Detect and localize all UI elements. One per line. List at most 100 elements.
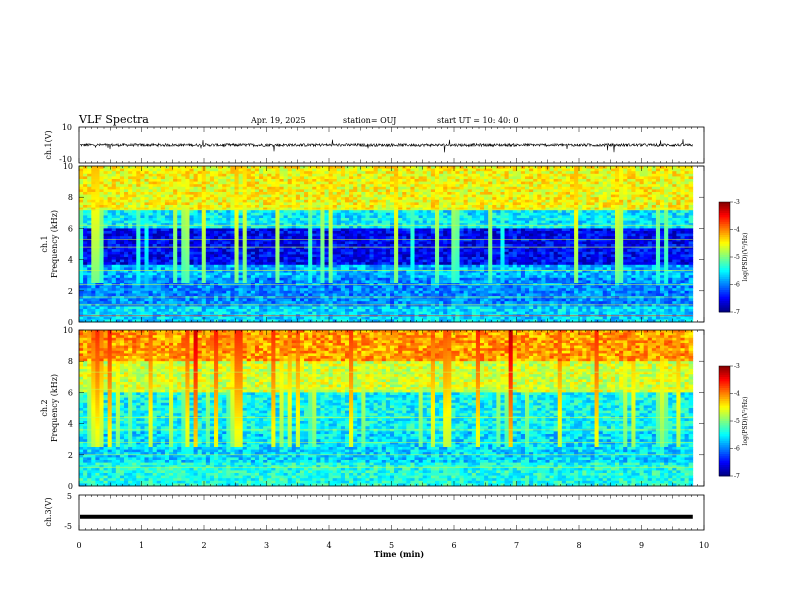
ch1-spectrogram-ylabel: ch.1 bbox=[40, 235, 49, 252]
ch1-spectrogram-panel: 0 2 4 6 8 10 ch.1 Frequency (kHz) -3 -4 -5 -6 -7 l… bbox=[40, 162, 749, 327]
ch1-waveform-ylabel: ch.1(V) bbox=[44, 130, 53, 159]
colorbar-segment bbox=[719, 248, 730, 251]
colorbar-segment bbox=[719, 246, 730, 249]
y-tick-label: 4 bbox=[68, 420, 73, 429]
colorbar-segment bbox=[719, 250, 730, 253]
colorbar-segment bbox=[719, 396, 730, 400]
x-tick-label: 3 bbox=[264, 541, 269, 550]
colorbar-segment bbox=[719, 425, 730, 428]
colorbar-segment bbox=[719, 243, 730, 247]
y-tick-label: 4 bbox=[68, 256, 73, 265]
colorbar-segment bbox=[719, 221, 730, 225]
colorbar-segment bbox=[719, 307, 730, 311]
colorbar-tick-label: -7 bbox=[734, 473, 740, 480]
colorbar-segment bbox=[719, 449, 730, 453]
start-time-label: start UT = 10: 40: 0 bbox=[437, 116, 518, 125]
figure-title: VLF Spectra bbox=[78, 113, 149, 126]
colorbar-segment bbox=[719, 224, 730, 227]
colorbar-segment bbox=[719, 447, 730, 450]
colorbar-label: log(PSD)(V²/Hz) bbox=[742, 233, 749, 282]
colorbar-segment bbox=[719, 401, 730, 404]
colorbar-segment bbox=[719, 210, 730, 214]
colorbar-segment bbox=[719, 298, 730, 302]
x-tick-label: 9 bbox=[639, 541, 644, 550]
ch3-waveform-ylabel: ch.3(V) bbox=[44, 497, 53, 526]
colorbar-segment bbox=[719, 438, 730, 442]
colorbar-segment bbox=[719, 254, 730, 258]
x-tick-label: 6 bbox=[451, 541, 456, 550]
colorbar-segment bbox=[719, 292, 730, 295]
colorbar-segment bbox=[719, 407, 730, 411]
date-label: Apr. 19, 2025 bbox=[250, 116, 306, 125]
colorbar-segment bbox=[719, 285, 730, 289]
colorbar-segment bbox=[719, 303, 730, 306]
colorbar-segment bbox=[719, 230, 730, 234]
colorbar-segment bbox=[719, 465, 730, 468]
colorbar-segment bbox=[719, 281, 730, 284]
colorbar-segment bbox=[719, 410, 730, 413]
colorbar-segment bbox=[719, 208, 730, 212]
colorbar-segment bbox=[719, 412, 730, 415]
x-tick-label: 4 bbox=[326, 541, 331, 550]
colorbar-tick-label: -6 bbox=[734, 446, 740, 453]
ch1-frequency-ylabel: Frequency (kHz) bbox=[50, 210, 59, 278]
y-tick-label: 8 bbox=[68, 357, 73, 366]
colorbar-segment bbox=[719, 202, 730, 205]
colorbar-segment bbox=[719, 405, 730, 409]
colorbar-segment bbox=[719, 204, 730, 207]
colorbar-tick-label: -6 bbox=[734, 282, 740, 289]
colorbar-segment bbox=[719, 228, 730, 231]
colorbar-segment bbox=[719, 434, 730, 437]
colorbar-segment bbox=[719, 283, 730, 286]
y-tick-label: 6 bbox=[68, 388, 73, 397]
colorbar-segment bbox=[719, 462, 730, 466]
colorbar-segment bbox=[719, 309, 730, 313]
colorbar-segment bbox=[719, 226, 730, 229]
colorbar-segment bbox=[719, 274, 730, 278]
colorbar-segment bbox=[719, 388, 730, 391]
x-tick-label: 10 bbox=[699, 541, 709, 550]
colorbar-segment bbox=[719, 394, 730, 398]
colorbar-segment bbox=[719, 377, 730, 380]
x-tick-label: 0 bbox=[76, 541, 81, 550]
colorbar-segment bbox=[719, 305, 730, 308]
y-tick-label: 0 bbox=[68, 482, 73, 491]
colorbar-tick-label: -3 bbox=[734, 363, 740, 370]
y-tick-label: 10 bbox=[63, 162, 73, 171]
colorbar-segment bbox=[719, 294, 730, 297]
x-tick-label: 8 bbox=[576, 541, 581, 550]
colorbar-segment bbox=[719, 379, 730, 382]
y-tick-label: 2 bbox=[68, 287, 73, 296]
colorbar-segment bbox=[719, 445, 730, 448]
colorbar-segment bbox=[719, 427, 730, 431]
ch3-waveform-panel: 5 -5 ch.3(V) bbox=[44, 492, 705, 531]
colorbar-segment bbox=[719, 432, 730, 435]
colorbar-label: log(PSD)(V²/Hz) bbox=[742, 397, 749, 446]
ch1-waveform-line bbox=[80, 139, 693, 153]
x-axis-label: Time (min) bbox=[374, 549, 424, 559]
colorbar-segment bbox=[719, 217, 730, 220]
x-tick-label: 7 bbox=[514, 541, 519, 550]
colorbar-tick-label: -4 bbox=[734, 227, 740, 234]
colorbar-tick-label: -4 bbox=[734, 391, 740, 398]
colorbar-tick-label: -3 bbox=[734, 199, 740, 206]
y-tick-label: 0 bbox=[68, 318, 73, 327]
colorbar-segment bbox=[719, 460, 730, 464]
colorbar-segment bbox=[719, 206, 730, 209]
colorbar-segment bbox=[719, 451, 730, 455]
x-tick-label: 1 bbox=[139, 541, 144, 550]
ch1-ytick-bottom: -10 bbox=[59, 155, 72, 164]
colorbar-segment bbox=[719, 467, 730, 470]
y-tick-label: 2 bbox=[68, 451, 73, 460]
colorbar-segment bbox=[719, 301, 730, 304]
colorbar-segment bbox=[719, 239, 730, 242]
ch1-waveform-panel: 10 -10 ch.1(V) bbox=[44, 123, 705, 164]
ch3-ytick-top: 5 bbox=[67, 492, 72, 501]
colorbar-segment bbox=[719, 279, 730, 282]
ch3-waveform-frame bbox=[78, 494, 705, 531]
colorbar-segment bbox=[719, 456, 730, 459]
colorbar-segment bbox=[719, 287, 730, 291]
colorbar-segment bbox=[719, 268, 730, 271]
colorbar-segment bbox=[719, 399, 730, 402]
y-tick-label: 10 bbox=[63, 326, 73, 335]
